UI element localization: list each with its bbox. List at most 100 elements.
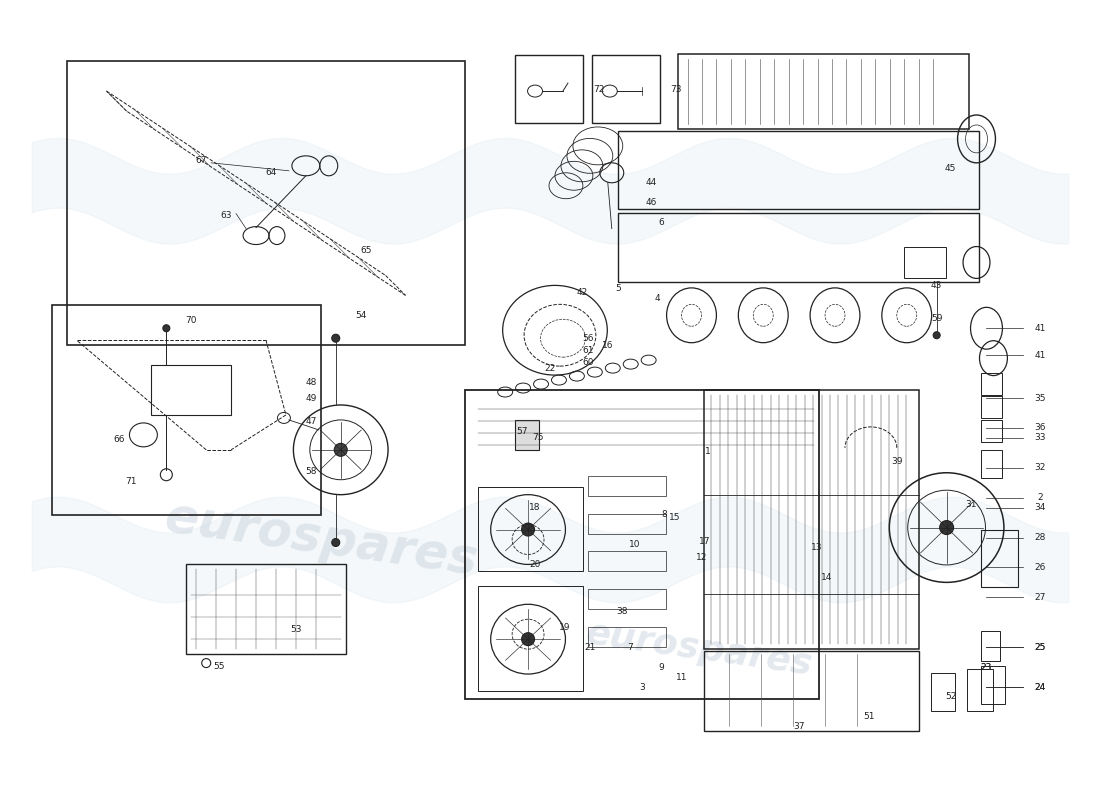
Ellipse shape bbox=[521, 633, 535, 646]
Text: 12: 12 bbox=[696, 553, 707, 562]
Text: 1: 1 bbox=[705, 447, 711, 456]
Text: 32: 32 bbox=[1035, 463, 1046, 472]
Bar bbox=[587, 476, 665, 496]
Text: 3: 3 bbox=[639, 682, 645, 691]
Text: 19: 19 bbox=[559, 622, 571, 632]
Text: 10: 10 bbox=[629, 540, 640, 549]
Text: 48: 48 bbox=[305, 378, 317, 386]
Bar bbox=[465, 390, 820, 699]
Text: 24: 24 bbox=[1035, 682, 1046, 691]
Text: 5: 5 bbox=[615, 284, 620, 293]
Text: 16: 16 bbox=[602, 341, 614, 350]
Text: 65: 65 bbox=[360, 246, 372, 255]
Bar bbox=[478, 486, 583, 571]
Text: 70: 70 bbox=[186, 316, 197, 325]
Text: eurospares: eurospares bbox=[161, 494, 481, 586]
Text: 64: 64 bbox=[265, 168, 277, 178]
Text: 2: 2 bbox=[1037, 493, 1043, 502]
Bar bbox=[515, 55, 583, 123]
Text: 53: 53 bbox=[290, 625, 301, 634]
Text: 27: 27 bbox=[1035, 593, 1046, 602]
Text: 26: 26 bbox=[1035, 563, 1046, 572]
Text: 43: 43 bbox=[931, 281, 943, 290]
Bar bbox=[587, 514, 665, 534]
Text: 6: 6 bbox=[659, 218, 664, 227]
Text: 9: 9 bbox=[659, 662, 664, 671]
Bar bbox=[678, 54, 968, 129]
Bar bbox=[980, 530, 1019, 587]
Text: 59: 59 bbox=[931, 314, 943, 322]
Bar bbox=[592, 55, 660, 123]
Text: 54: 54 bbox=[355, 310, 366, 320]
Bar bbox=[478, 586, 583, 691]
Bar bbox=[587, 551, 665, 571]
Text: 35: 35 bbox=[1034, 394, 1046, 402]
Bar bbox=[980, 450, 1002, 478]
Bar bbox=[587, 627, 665, 647]
Bar bbox=[980, 420, 1002, 442]
Text: 25: 25 bbox=[1035, 642, 1046, 652]
Text: 61: 61 bbox=[582, 346, 594, 354]
Ellipse shape bbox=[334, 443, 348, 456]
Text: 60: 60 bbox=[582, 358, 594, 366]
Bar bbox=[587, 590, 665, 610]
Text: 21: 21 bbox=[584, 642, 595, 652]
Bar bbox=[904, 246, 946, 278]
Text: 8: 8 bbox=[662, 510, 668, 519]
Text: 11: 11 bbox=[675, 673, 688, 682]
Text: eurospares: eurospares bbox=[584, 616, 815, 682]
Text: 66: 66 bbox=[113, 435, 125, 444]
Text: 57: 57 bbox=[516, 427, 528, 436]
Text: 33: 33 bbox=[1034, 434, 1046, 442]
Text: 23: 23 bbox=[981, 662, 992, 671]
Bar bbox=[67, 61, 465, 345]
Text: 34: 34 bbox=[1035, 503, 1046, 512]
Text: 28: 28 bbox=[1035, 533, 1046, 542]
Ellipse shape bbox=[332, 538, 340, 546]
Text: 15: 15 bbox=[669, 513, 680, 522]
Text: 20: 20 bbox=[529, 560, 541, 569]
Text: 47: 47 bbox=[305, 418, 317, 426]
Text: 45: 45 bbox=[945, 164, 956, 174]
Text: 55: 55 bbox=[213, 662, 224, 670]
Text: 41: 41 bbox=[1035, 350, 1046, 360]
Text: 67: 67 bbox=[196, 156, 207, 166]
Text: 56: 56 bbox=[582, 334, 594, 342]
Text: 63: 63 bbox=[220, 211, 232, 220]
Bar bbox=[52, 306, 321, 514]
Text: 71: 71 bbox=[125, 478, 138, 486]
Text: 13: 13 bbox=[812, 543, 823, 552]
Text: 49: 49 bbox=[305, 394, 317, 402]
Text: 39: 39 bbox=[891, 458, 902, 466]
Ellipse shape bbox=[332, 334, 340, 342]
Ellipse shape bbox=[939, 521, 954, 534]
Bar bbox=[931, 673, 955, 711]
Ellipse shape bbox=[163, 325, 169, 332]
Text: 75: 75 bbox=[532, 434, 543, 442]
Text: 41: 41 bbox=[1035, 324, 1046, 333]
Text: 37: 37 bbox=[793, 722, 805, 731]
Text: 22: 22 bbox=[544, 364, 556, 373]
Text: 36: 36 bbox=[1034, 423, 1046, 433]
Ellipse shape bbox=[521, 523, 535, 536]
Text: 52: 52 bbox=[945, 693, 956, 702]
Text: 38: 38 bbox=[616, 606, 627, 616]
Text: 58: 58 bbox=[305, 467, 317, 476]
Bar bbox=[515, 420, 539, 450]
Bar bbox=[186, 565, 345, 654]
Text: 7: 7 bbox=[627, 642, 632, 652]
Text: 25: 25 bbox=[1035, 642, 1046, 652]
Text: 31: 31 bbox=[965, 500, 977, 509]
Text: 46: 46 bbox=[646, 198, 658, 207]
Text: 17: 17 bbox=[698, 537, 711, 546]
Text: 42: 42 bbox=[576, 288, 587, 297]
Text: 72: 72 bbox=[593, 85, 605, 94]
Bar bbox=[618, 213, 979, 282]
Bar bbox=[980, 666, 1005, 704]
Text: 24: 24 bbox=[1035, 682, 1046, 691]
Bar bbox=[704, 651, 918, 731]
Text: 73: 73 bbox=[670, 85, 681, 94]
Text: 23: 23 bbox=[981, 662, 992, 671]
Ellipse shape bbox=[933, 332, 940, 338]
Text: 51: 51 bbox=[864, 712, 874, 722]
